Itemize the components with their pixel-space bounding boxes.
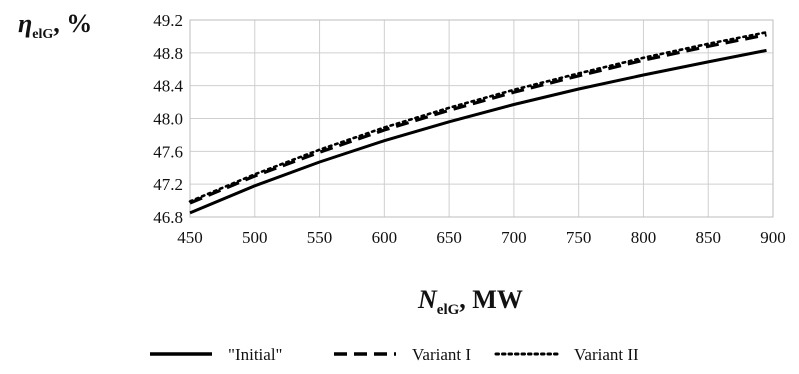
plot-frame [189, 19, 774, 218]
y-tick-label: 48.0 [153, 110, 183, 129]
legend: "Initial" Variant I Variant II [150, 345, 639, 364]
y-tick-label: 46.8 [153, 208, 183, 227]
x-tick-label: 750 [566, 228, 592, 247]
x-axis-title: NelG, MW [417, 285, 523, 318]
y-tick-label: 47.6 [153, 142, 183, 161]
y-tick-label: 48.8 [153, 44, 183, 63]
y-tick-label: 47.2 [153, 175, 183, 194]
legend-label-3: Variant II [574, 345, 639, 364]
y-axis-title: ηelG, % [18, 9, 92, 42]
legend-label-2: Variant I [412, 345, 471, 364]
x-tick-label: 800 [631, 228, 657, 247]
series-line-2 [189, 33, 767, 205]
series-line-1 [189, 48, 767, 215]
y-axis-symbol: η [18, 9, 32, 38]
x-axis-subscript: elG [437, 302, 460, 318]
y-tick-label: 48.4 [153, 77, 183, 96]
y-axis-unit: , % [53, 9, 92, 38]
x-tick-label: 450 [177, 228, 203, 247]
x-axis-unit: , MW [459, 285, 523, 314]
x-tick-label: 650 [436, 228, 462, 247]
series-line-3 [188, 30, 768, 203]
y-tick-label: 49.2 [153, 11, 183, 30]
x-tick-label: 900 [760, 228, 786, 247]
x-axis-symbol: N [417, 285, 438, 314]
y-tick-labels: 46.8 47.2 47.6 48.0 48.4 48.8 49.2 [153, 11, 183, 227]
x-tick-label: 600 [372, 228, 398, 247]
x-tick-label: 850 [695, 228, 721, 247]
x-tick-label: 500 [242, 228, 268, 247]
y-axis-subscript: elG [32, 27, 53, 42]
x-tick-labels: 450 500 550 600 650 700 750 800 850 900 [177, 228, 786, 247]
legend-label-1: "Initial" [228, 345, 282, 364]
x-tick-label: 550 [307, 228, 333, 247]
series-lines [188, 30, 768, 215]
x-tick-label: 700 [501, 228, 527, 247]
